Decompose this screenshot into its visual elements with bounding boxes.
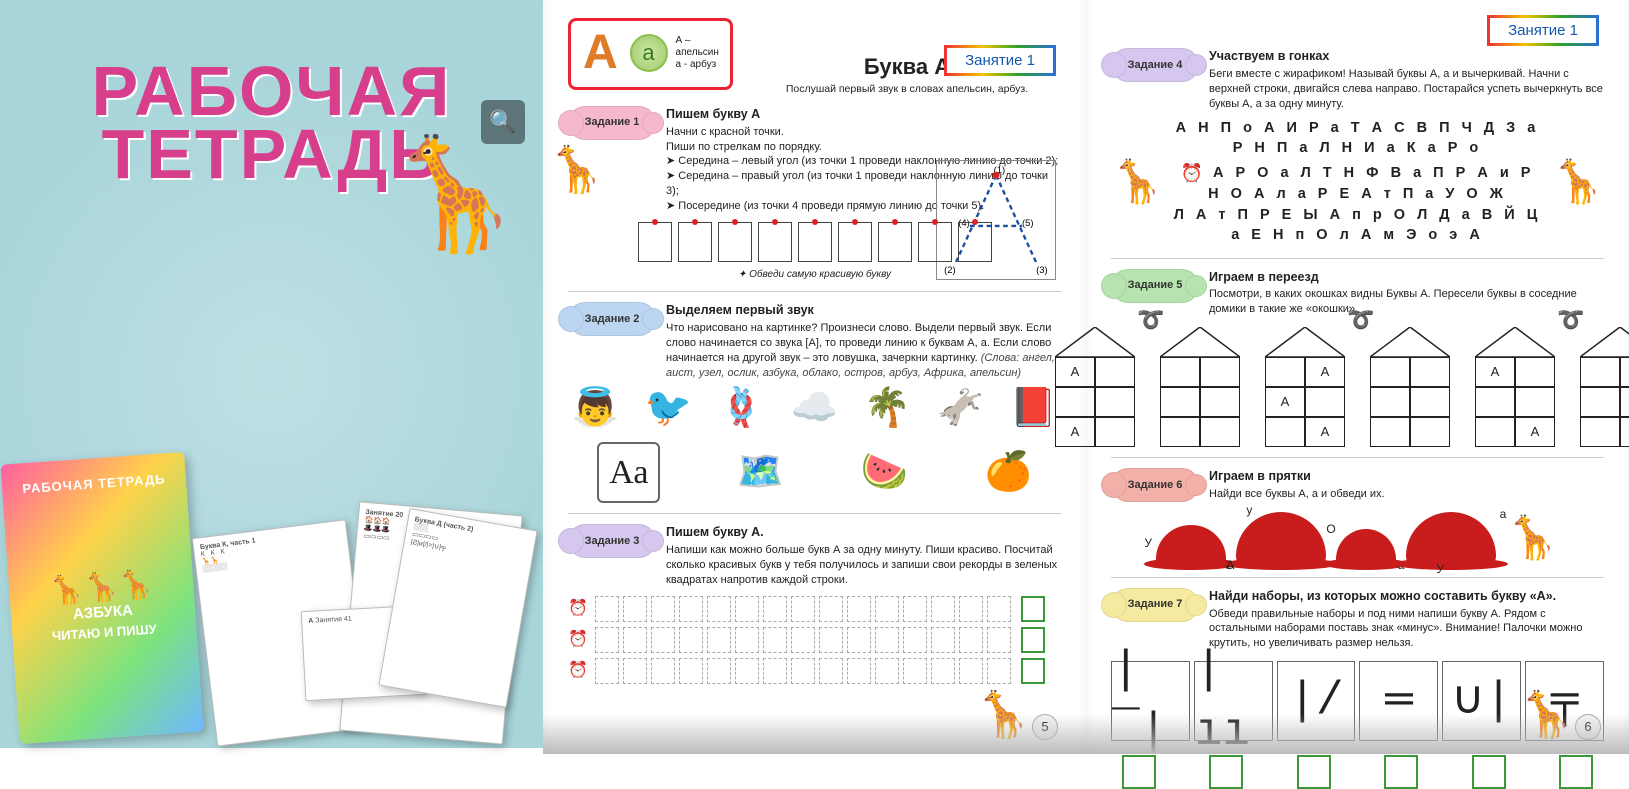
task4-title: Участвуем в гонках xyxy=(1209,48,1604,65)
stick-set[interactable]: ═ xyxy=(1359,661,1438,741)
house-blank[interactable] xyxy=(1370,327,1450,447)
hat[interactable] xyxy=(1406,512,1496,567)
worksheet-page-5: Занятие 1 А а А – апельсин а - арбуз Бук… xyxy=(543,0,1086,748)
pic-angel[interactable]: 👼 xyxy=(572,389,619,427)
stick-set[interactable]: |/ xyxy=(1277,661,1356,741)
hat[interactable] xyxy=(1336,529,1396,567)
clock-icon: ⏰ xyxy=(1181,163,1207,183)
giraffe-icon: 🦒 xyxy=(975,685,1031,746)
hats-row[interactable]: У О у а А О а а У 🦒 xyxy=(1111,510,1604,567)
giraffe-icon: 🦒 xyxy=(1111,154,1163,211)
hat[interactable] xyxy=(1236,512,1326,567)
pic-cloud[interactable]: ☁️ xyxy=(791,389,838,427)
pic-palm[interactable]: 🌴 xyxy=(864,389,911,427)
task3-title: Пишем букву А. xyxy=(666,524,1061,541)
lesson-tab: Занятие 1 xyxy=(1487,15,1599,46)
house[interactable]: ➰ ААА xyxy=(1265,327,1345,447)
pic-knot[interactable]: 🪢 xyxy=(718,389,765,427)
score-box[interactable] xyxy=(1021,658,1045,684)
giraffe-icon: 🦒 xyxy=(1518,685,1574,746)
task7-title: Найди наборы, из которых можно составить… xyxy=(1209,588,1604,605)
task1-p: Начни с красной точки. xyxy=(666,125,1061,140)
letter-card: А а А – апельсин а - арбуз xyxy=(568,18,733,90)
svg-text:(5): (5) xyxy=(1022,217,1034,228)
task5-p: Посмотри, в каких окошках видны Буквы А.… xyxy=(1209,287,1604,317)
svg-text:(2): (2) xyxy=(944,264,956,275)
task2-title: Выделяем первый звук xyxy=(666,302,1061,319)
task-cloud-1: Задание 1 xyxy=(568,106,656,140)
letter-line[interactable]: А Р О а Л Т Н Ф В а П Р А и Р Н О А л а … xyxy=(1208,165,1534,202)
houses-row[interactable]: ➰ АА ➰ ААА ➰ АА xyxy=(1111,327,1604,447)
stick-set[interactable]: |ıı xyxy=(1194,661,1273,741)
card-line2: а - арбуз xyxy=(676,59,722,71)
big-letter-a: А xyxy=(579,25,622,81)
giraffe-icon: 🦒 xyxy=(548,140,604,201)
stick-set[interactable]: |¯| xyxy=(1111,661,1190,741)
task3-p: Напиши как можно больше букв А за одну м… xyxy=(666,543,1061,588)
small-letter-a: а xyxy=(630,34,668,72)
booklet-top: РАБОЧАЯ ТЕТРАДЬ xyxy=(12,471,177,497)
clock-icon: ⏰ xyxy=(568,598,588,620)
worksheet-page-6: Занятие 1 Задание 4 Участвуем в гонках Б… xyxy=(1086,0,1629,748)
house-blank[interactable] xyxy=(1580,327,1629,447)
aa-card: Аа xyxy=(597,442,660,504)
lesson-tab: Занятие 1 xyxy=(944,45,1056,76)
task4-p: Беги вместе с жирафиком! Называй буквы А… xyxy=(1209,67,1604,112)
svg-text:(3): (3) xyxy=(1036,264,1048,275)
task-cloud-5: Задание 5 xyxy=(1111,269,1199,303)
letter-line[interactable]: А Н П о А И Р а Т А С В П Ч Д З а Р Н П … xyxy=(1171,119,1543,158)
task5-title: Играем в переезд xyxy=(1209,269,1604,286)
giraffe-icon: 🦒 xyxy=(386,140,523,250)
cover-spread: РАБОЧАЯ ТЕТРАДЬ 🦒🦒🦒 АЗБУКА ЧИТАЮ И ПИШУ … xyxy=(0,328,543,748)
practice-boxes[interactable] xyxy=(568,222,1061,262)
giraffe-icon: 🦒 xyxy=(1506,510,1558,567)
house[interactable]: ➰ АА xyxy=(1055,327,1135,447)
card-line1: А – апельсин xyxy=(676,35,722,59)
writing-grid[interactable]: ⏰ ⏰ ⏰ xyxy=(568,596,1061,684)
task-cloud-6: Задание 6 xyxy=(1111,468,1199,502)
task6-p: Найди все буквы А, а и обведи их. xyxy=(1209,487,1604,502)
house[interactable]: ➰ АА xyxy=(1475,327,1555,447)
pic-donkey[interactable]: 🫏 xyxy=(937,389,984,427)
clock-icon: ⏰ xyxy=(568,629,588,651)
score-box[interactable] xyxy=(1021,596,1045,622)
task-cloud-7: Задание 7 xyxy=(1111,588,1199,622)
letter-line[interactable]: Л А т П Р Е Ы А п р О Л Д а В Й Ц а Е Н … xyxy=(1171,206,1543,245)
pic-africa[interactable]: 🗺️ xyxy=(737,453,784,491)
task6-title: Играем в прятки xyxy=(1209,468,1604,485)
pic-stork[interactable]: 🐦 xyxy=(645,389,692,427)
task-cloud-4: Задание 4 xyxy=(1111,48,1199,82)
hat[interactable] xyxy=(1156,525,1226,567)
task-cloud-2: Задание 2 xyxy=(568,302,656,336)
page-number: 5 xyxy=(1032,714,1058,740)
pic-book[interactable]: 📕 xyxy=(1010,389,1057,427)
letter-diagram: (1) (2) (3) (4) (5) xyxy=(936,160,1056,280)
answer-boxes[interactable] xyxy=(1111,755,1604,789)
pic-orange[interactable]: 🍊 xyxy=(984,453,1031,491)
page-sub: Послушай первый звук в словах апельсин, … xyxy=(753,82,1061,96)
booklet: РАБОЧАЯ ТЕТРАДЬ 🦒🦒🦒 АЗБУКА ЧИТАЮ И ПИШУ xyxy=(0,452,203,744)
pic-watermelon[interactable]: 🍉 xyxy=(861,453,908,491)
task-cloud-3: Задание 3 xyxy=(568,524,656,558)
clock-icon: ⏰ xyxy=(568,660,588,682)
cover-panel: 🔍 РАБОЧАЯ ТЕТРАДЬ 🦒 РАБОЧАЯ ТЕТРАДЬ 🦒🦒🦒 … xyxy=(0,0,543,748)
giraffe-icon: 🦒 xyxy=(1552,154,1604,211)
picture-grid[interactable]: 👼 🐦 🪢 ☁️ 🌴 🫏 📕 Аа 🗺️ 🍉 🍊 xyxy=(568,389,1061,504)
page-number: 6 xyxy=(1575,714,1601,740)
stick-set[interactable]: ∪| xyxy=(1442,661,1521,741)
score-box[interactable] xyxy=(1021,627,1045,653)
house-blank[interactable] xyxy=(1160,327,1240,447)
task1-title: Пишем букву А xyxy=(666,106,1061,123)
task1-p: Пиши по стрелкам по порядку. xyxy=(666,140,1061,155)
